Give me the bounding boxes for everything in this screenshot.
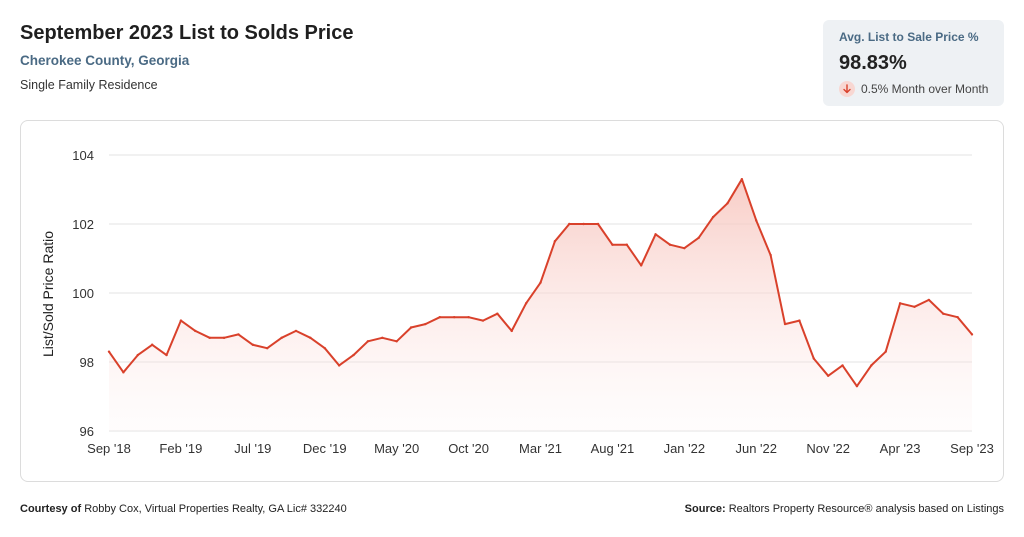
data-point [884, 350, 887, 353]
data-point [927, 298, 931, 302]
data-point [481, 319, 485, 322]
data-point [179, 319, 183, 322]
x-tick-label: Feb '19 [159, 441, 202, 456]
data-point [294, 329, 298, 333]
data-point [769, 253, 772, 257]
data-point [582, 222, 585, 226]
page-title: September 2023 List to Solds Price [20, 22, 354, 44]
y-tick-label: 100 [72, 286, 94, 301]
data-point [453, 315, 456, 319]
data-point [596, 222, 600, 226]
x-tick-label: Oct '20 [448, 441, 489, 456]
courtesy-footer: Courtesy of Robby Cox, Virtual Propertie… [20, 503, 347, 515]
data-point [568, 222, 571, 226]
data-point [309, 336, 312, 340]
data-point [496, 312, 499, 315]
data-point [251, 343, 255, 346]
data-point [122, 371, 125, 374]
data-point [855, 384, 859, 388]
x-tick-label: Dec '19 [303, 441, 347, 456]
data-point [524, 302, 528, 305]
data-point [668, 243, 672, 246]
data-point [381, 336, 384, 340]
data-point [611, 243, 614, 246]
location-subtitle: Cherokee County, Georgia [20, 53, 190, 68]
y-tick-label: 98 [80, 355, 94, 370]
y-tick-label: 96 [80, 424, 94, 439]
x-tick-label: Jun '22 [735, 441, 777, 456]
data-point [956, 315, 959, 319]
data-point [826, 374, 830, 377]
x-tick-label: Mar '21 [519, 441, 562, 456]
kpi-card: Avg. List to Sale Price % 98.83% 0.5% Mo… [823, 20, 1004, 106]
data-point [266, 347, 269, 350]
data-point [150, 343, 154, 346]
data-point [510, 329, 513, 333]
data-point [424, 322, 427, 326]
source-prefix: Source: [684, 503, 726, 515]
data-point [165, 353, 168, 357]
y-tick-label: 102 [72, 217, 94, 232]
data-point [352, 353, 355, 357]
kpi-value: 98.83% [839, 52, 907, 74]
kpi-change-row: 0.5% Month over Month [839, 81, 1004, 97]
data-point [654, 233, 657, 236]
data-point [107, 350, 111, 353]
data-point [539, 281, 542, 284]
data-point [970, 333, 974, 336]
y-tick-label: 104 [72, 148, 94, 163]
kpi-change-text: 0.5% Month over Month [861, 82, 989, 96]
data-point [913, 305, 916, 308]
x-tick-label: Nov '22 [806, 441, 850, 456]
data-point [237, 333, 240, 336]
data-point [208, 336, 211, 340]
data-point [711, 215, 715, 219]
data-point [812, 357, 815, 360]
source-text: Realtors Property Resource® analysis bas… [728, 503, 1004, 515]
source-footer: Source: Realtors Property Resource® anal… [685, 503, 1004, 515]
data-point [222, 336, 226, 340]
area-fill [109, 179, 972, 431]
kpi-label: Avg. List to Sale Price % [839, 30, 979, 44]
data-point [683, 246, 686, 250]
data-point [467, 315, 470, 319]
data-point [639, 264, 643, 267]
data-point [337, 364, 341, 367]
x-tick-label: Sep '18 [87, 441, 131, 456]
x-tick-label: Apr '23 [880, 441, 921, 456]
data-point [194, 329, 197, 333]
data-point [783, 322, 787, 326]
x-tick-label: Aug '21 [591, 441, 635, 456]
x-tick-label: May '20 [374, 441, 419, 456]
data-point [366, 340, 370, 343]
data-point [136, 353, 139, 357]
data-point [942, 312, 945, 315]
data-point [870, 364, 873, 367]
data-point [726, 202, 729, 205]
data-point [755, 219, 758, 222]
y-axis-label: List/Sold Price Ratio [40, 231, 56, 357]
data-point [898, 302, 902, 305]
courtesy-prefix: Courtesy of [20, 503, 82, 515]
chart-card [20, 120, 1004, 482]
x-tick-label: Jul '19 [234, 441, 271, 456]
data-point [553, 240, 557, 243]
data-point [395, 340, 398, 343]
x-tick-label: Sep '23 [950, 441, 994, 456]
data-point [280, 336, 283, 340]
data-point [438, 315, 442, 319]
courtesy-text: Robby Cox, Virtual Properties Realty, GA… [84, 503, 347, 515]
x-tick-label: Jan '22 [664, 441, 706, 456]
property-type-caption: Single Family Residence [20, 78, 158, 92]
data-point [798, 319, 801, 322]
data-point [625, 243, 628, 246]
arrow-down-icon [839, 81, 855, 97]
data-point [323, 347, 326, 350]
data-point [841, 364, 844, 367]
data-point [740, 177, 744, 181]
data-point [409, 326, 413, 329]
data-point [697, 236, 700, 239]
